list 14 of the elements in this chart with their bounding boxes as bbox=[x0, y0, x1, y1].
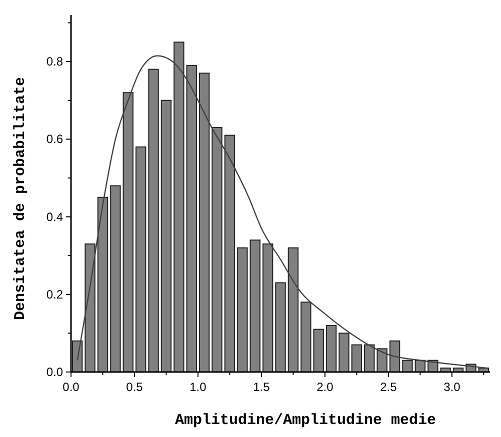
y-axis-title: Densitatea de probabilitate bbox=[12, 76, 29, 320]
y-tick-label: 0.8 bbox=[46, 54, 64, 69]
y-tick-label: 0.2 bbox=[46, 287, 64, 302]
y-tick-label: 0.4 bbox=[46, 210, 64, 224]
x-axis-title: Amplitudine/Amplitudine medie bbox=[174, 412, 436, 429]
y-tick-label: 0.0 bbox=[46, 365, 64, 379]
x-tick-label: 2.0 bbox=[316, 380, 334, 394]
x-tick-label: 0.0 bbox=[62, 380, 80, 394]
x-tick-label: 1.0 bbox=[190, 380, 207, 394]
x-tick-label: 2.5 bbox=[380, 380, 398, 394]
x-tick-label: 0.5 bbox=[126, 380, 144, 394]
x-tick-label: 1.5 bbox=[253, 380, 270, 394]
y-tick-label: 0.6 bbox=[46, 132, 64, 146]
x-tick-label: 3.0 bbox=[444, 380, 461, 394]
